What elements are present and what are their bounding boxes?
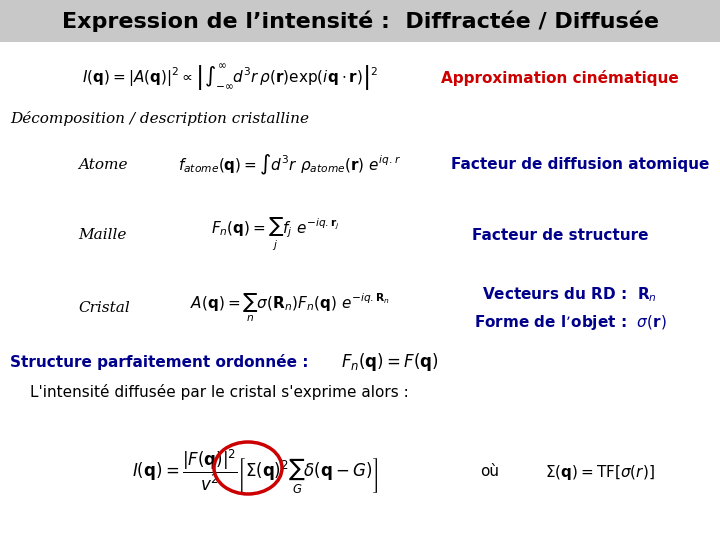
Text: Facteur de diffusion atomique: Facteur de diffusion atomique bbox=[451, 158, 709, 172]
Text: $F_n(\mathbf{q})=\sum_j f_j\ e^{-iq.\mathbf{r}_j}$: $F_n(\mathbf{q})=\sum_j f_j\ e^{-iq.\mat… bbox=[210, 217, 339, 253]
FancyBboxPatch shape bbox=[0, 0, 720, 42]
Text: $I(\mathbf{q})=\dfrac{|F(\mathbf{q})|^2}{v^2}\left[\Sigma(\mathbf{q})^2\sum_G \d: $I(\mathbf{q})=\dfrac{|F(\mathbf{q})|^2}… bbox=[132, 448, 378, 496]
Text: Approximation cinématique: Approximation cinématique bbox=[441, 70, 679, 86]
Text: Expression de l’intensité :  Diffractée / Diffusée: Expression de l’intensité : Diffractée /… bbox=[61, 10, 659, 32]
Text: $\Sigma(\mathbf{q})=\mathrm{TF}[\sigma(r)]$: $\Sigma(\mathbf{q})=\mathrm{TF}[\sigma(r… bbox=[545, 462, 655, 482]
Text: $F_n(\mathbf{q})= F(\mathbf{q})$: $F_n(\mathbf{q})= F(\mathbf{q})$ bbox=[341, 351, 439, 373]
Text: Vecteurs du RD :  $\mathbf{R}_n$: Vecteurs du RD : $\mathbf{R}_n$ bbox=[482, 286, 657, 305]
Text: Structure parfaitement ordonnée :: Structure parfaitement ordonnée : bbox=[10, 354, 308, 370]
Text: L'intensité diffusée par le cristal s'exprime alors :: L'intensité diffusée par le cristal s'ex… bbox=[30, 384, 409, 400]
Text: Décomposition / description cristalline: Décomposition / description cristalline bbox=[10, 111, 309, 125]
Text: Facteur de structure: Facteur de structure bbox=[472, 227, 648, 242]
Text: $f_{atome}(\mathbf{q})=\int d^3r\ \rho_{atome}(\mathbf{r})\ e^{iq.r}$: $f_{atome}(\mathbf{q})=\int d^3r\ \rho_{… bbox=[179, 153, 402, 177]
Text: Cristal: Cristal bbox=[78, 301, 130, 315]
Text: Atome: Atome bbox=[78, 158, 127, 172]
Text: où: où bbox=[480, 464, 500, 480]
Text: Maille: Maille bbox=[78, 228, 127, 242]
Text: Forme de l’objet :  $\sigma(\mathbf{r})$: Forme de l’objet : $\sigma(\mathbf{r})$ bbox=[474, 313, 666, 332]
Text: $I(\mathbf{q})=|A(\mathbf{q})|^2 \propto \left|\int_{-\infty}^{\infty} d^3r\,\rh: $I(\mathbf{q})=|A(\mathbf{q})|^2 \propto… bbox=[82, 62, 378, 94]
Text: $A(\mathbf{q})=\sum_n \sigma(\mathbf{R}_n)F_n(\mathbf{q})\ e^{-iq.\mathbf{R}_n}$: $A(\mathbf{q})=\sum_n \sigma(\mathbf{R}_… bbox=[190, 292, 390, 324]
